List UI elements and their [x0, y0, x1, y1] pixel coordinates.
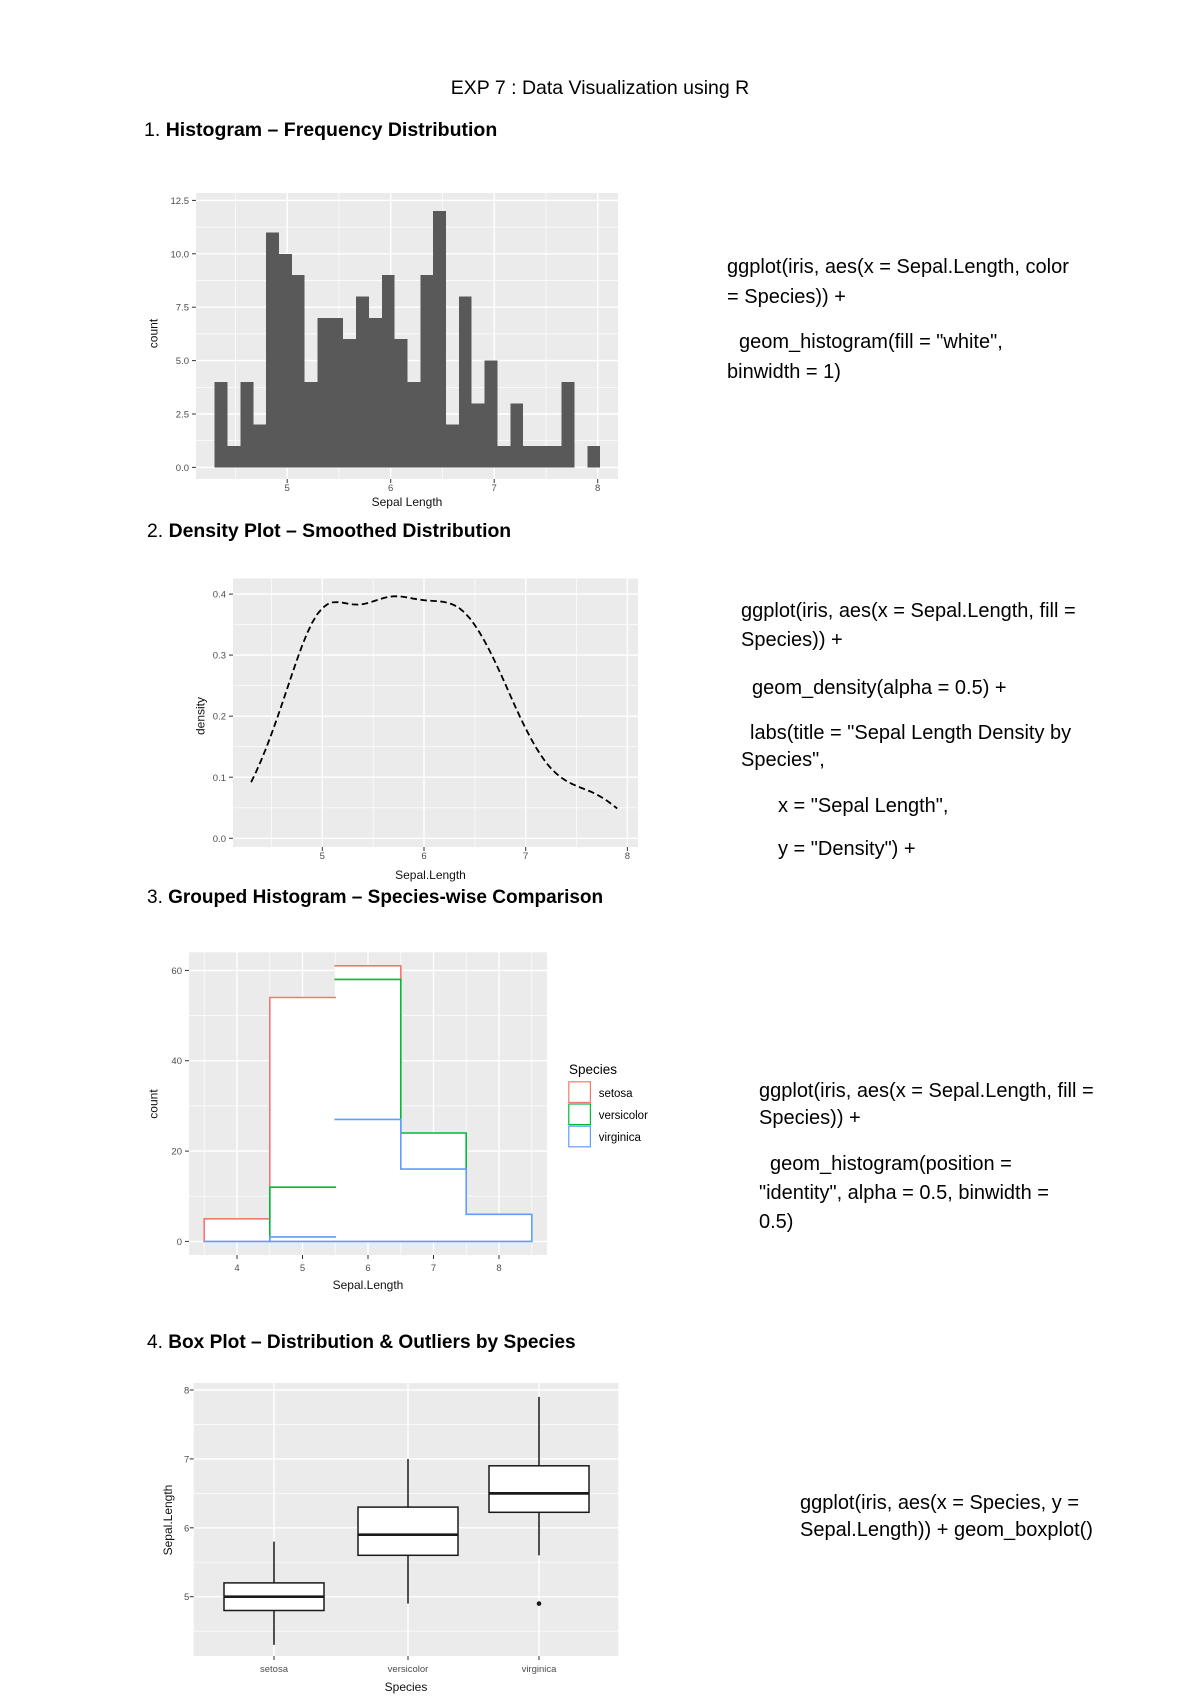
svg-text:Sepal.Length: Sepal.Length [161, 1485, 175, 1556]
svg-text:7: 7 [184, 1454, 189, 1465]
svg-text:8: 8 [496, 1263, 501, 1274]
svg-text:Sepal Length: Sepal Length [372, 495, 443, 509]
svg-text:20: 20 [171, 1147, 182, 1158]
svg-text:6: 6 [184, 1523, 189, 1534]
svg-text:5: 5 [184, 1592, 189, 1603]
svg-text:10.0: 10.0 [171, 249, 190, 260]
svg-text:8: 8 [595, 483, 600, 494]
svg-text:versicolor: versicolor [599, 1110, 648, 1122]
svg-text:6: 6 [365, 1263, 370, 1274]
svg-text:Sepal.Length: Sepal.Length [395, 868, 466, 882]
svg-text:5: 5 [320, 851, 325, 862]
svg-text:0.0: 0.0 [213, 834, 226, 845]
svg-text:40: 40 [171, 1056, 182, 1067]
svg-text:setosa: setosa [260, 1664, 289, 1675]
svg-text:0.4: 0.4 [213, 590, 226, 601]
svg-text:0.0: 0.0 [176, 463, 189, 474]
svg-text:7.5: 7.5 [176, 303, 189, 314]
svg-text:5: 5 [285, 483, 290, 494]
svg-text:count: count [147, 1089, 161, 1119]
svg-text:5.0: 5.0 [176, 356, 189, 367]
svg-text:5: 5 [300, 1263, 305, 1274]
svg-text:count: count [147, 318, 161, 348]
svg-text:Species: Species [569, 1062, 617, 1077]
svg-text:8: 8 [625, 851, 630, 862]
svg-text:7: 7 [431, 1263, 436, 1274]
svg-text:6: 6 [388, 483, 393, 494]
svg-text:8: 8 [184, 1386, 189, 1397]
svg-text:7: 7 [492, 483, 497, 494]
svg-text:versicolor: versicolor [388, 1664, 429, 1675]
svg-text:virginica: virginica [599, 1132, 642, 1144]
svg-text:virginica: virginica [522, 1664, 558, 1675]
svg-text:0.2: 0.2 [213, 712, 226, 723]
svg-text:0.3: 0.3 [213, 651, 226, 662]
svg-text:6: 6 [421, 851, 426, 862]
svg-text:12.5: 12.5 [171, 196, 190, 207]
svg-text:setosa: setosa [599, 1088, 633, 1100]
svg-text:0.1: 0.1 [213, 773, 226, 784]
svg-text:0: 0 [177, 1237, 182, 1248]
svg-text:2.5: 2.5 [176, 410, 189, 421]
svg-text:density: density [194, 697, 208, 735]
svg-text:Sepal.Length: Sepal.Length [333, 1278, 404, 1292]
svg-text:7: 7 [523, 851, 528, 862]
svg-text:60: 60 [171, 966, 182, 977]
svg-text:4: 4 [234, 1263, 239, 1274]
svg-text:Species: Species [385, 1680, 428, 1694]
